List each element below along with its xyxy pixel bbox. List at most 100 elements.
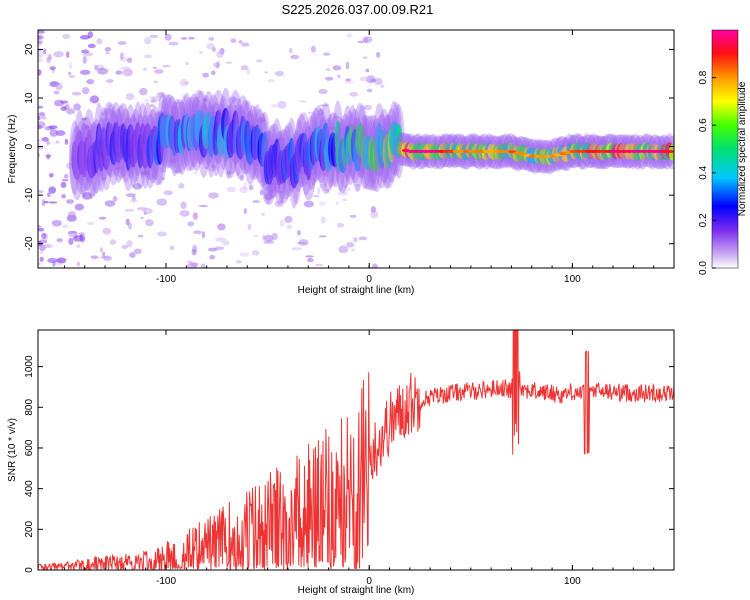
noise-blob bbox=[161, 177, 166, 181]
noise-blob bbox=[265, 185, 276, 192]
noise-blob bbox=[51, 219, 62, 227]
noise-blob bbox=[66, 108, 76, 115]
noise-blob bbox=[76, 244, 81, 248]
noise-blob bbox=[342, 198, 347, 202]
noise-blob bbox=[87, 221, 95, 226]
noise-blob bbox=[38, 115, 41, 121]
noise-blob bbox=[61, 179, 69, 182]
noise-blob bbox=[87, 43, 96, 49]
noise-blob bbox=[264, 71, 268, 74]
noise-blob bbox=[320, 216, 326, 224]
noise-blob bbox=[64, 138, 69, 145]
noise-blob bbox=[79, 35, 91, 40]
noise-blob bbox=[246, 68, 251, 75]
noise-blob bbox=[46, 154, 50, 160]
colorbar-tick-label: 0.6 bbox=[698, 118, 709, 132]
noise-blob bbox=[80, 49, 90, 54]
noise-blob bbox=[256, 117, 266, 123]
noise-blob bbox=[102, 251, 106, 257]
colorbar-tick-label: 0.8 bbox=[698, 70, 709, 84]
noise-blob bbox=[370, 78, 377, 83]
noise-blob bbox=[230, 96, 237, 102]
noise-blob bbox=[213, 62, 221, 68]
noise-blob bbox=[76, 261, 81, 267]
noise-blob bbox=[61, 194, 66, 199]
noise-blob bbox=[169, 245, 175, 251]
noise-blob bbox=[103, 255, 112, 262]
noise-blob bbox=[79, 69, 91, 75]
noise-blob bbox=[370, 210, 379, 219]
noise-blob bbox=[38, 239, 48, 244]
noise-blob bbox=[78, 232, 86, 235]
noise-blob bbox=[365, 68, 370, 73]
noise-blob bbox=[262, 234, 266, 241]
noise-blob bbox=[290, 54, 300, 60]
noise-blob bbox=[230, 38, 237, 43]
noise-blob bbox=[41, 137, 49, 142]
noise-blob bbox=[111, 114, 121, 118]
y-tick-label: 20 bbox=[24, 43, 35, 55]
noise-blob bbox=[284, 215, 293, 224]
noise-blob bbox=[42, 244, 53, 249]
noise-blob bbox=[49, 129, 59, 137]
noise-blob bbox=[267, 79, 275, 83]
noise-blob bbox=[46, 56, 52, 64]
colorbar-tick-label: 0.0 bbox=[698, 261, 709, 275]
noise-blob bbox=[60, 181, 67, 189]
noise-blob bbox=[38, 190, 44, 194]
noise-blob bbox=[312, 195, 320, 198]
noise-blob bbox=[89, 95, 100, 104]
noise-blob bbox=[239, 252, 250, 257]
noise-blob bbox=[48, 172, 54, 178]
noise-blob bbox=[38, 139, 41, 143]
noise-blob bbox=[202, 72, 210, 78]
noise-blob bbox=[41, 232, 47, 240]
noise-blob bbox=[374, 77, 383, 86]
noise-blob bbox=[263, 240, 275, 245]
x-tick-label: -100 bbox=[156, 274, 176, 285]
figure-title: S225.2026.037.00.09.R21 bbox=[281, 2, 434, 17]
noise-blob bbox=[270, 104, 278, 108]
noise-blob bbox=[209, 254, 216, 260]
noise-blob bbox=[332, 65, 342, 71]
noise-blob bbox=[96, 38, 103, 45]
noise-blob bbox=[38, 147, 44, 150]
noise-blob bbox=[307, 111, 313, 115]
noise-blob bbox=[104, 47, 112, 52]
noise-blob bbox=[233, 104, 237, 108]
noise-blob bbox=[335, 201, 339, 206]
noise-blob bbox=[362, 56, 368, 59]
noise-blob bbox=[318, 108, 324, 116]
noise-blob bbox=[55, 140, 60, 144]
noise-blob bbox=[112, 196, 118, 202]
noise-blob bbox=[211, 70, 216, 76]
noise-blob bbox=[156, 198, 168, 206]
noise-blob bbox=[279, 219, 285, 227]
noise-blob bbox=[192, 212, 198, 220]
noise-blob bbox=[188, 36, 195, 40]
noise-blob bbox=[47, 257, 58, 264]
y-tick-label: 800 bbox=[24, 399, 35, 416]
noise-blob bbox=[243, 182, 247, 191]
noise-blob bbox=[307, 257, 314, 263]
noise-blob bbox=[349, 91, 359, 97]
y-tick-label: 200 bbox=[24, 521, 35, 538]
noise-blob bbox=[193, 171, 198, 175]
noise-blob bbox=[163, 190, 173, 196]
noise-blob bbox=[172, 169, 183, 174]
noise-blob bbox=[277, 137, 285, 142]
noise-blob bbox=[222, 240, 230, 246]
noise-blob bbox=[120, 66, 131, 70]
noise-blob bbox=[81, 192, 93, 200]
noise-blob bbox=[66, 162, 73, 169]
noise-blob bbox=[241, 42, 250, 47]
noise-blob bbox=[319, 104, 330, 107]
noise-blob bbox=[276, 190, 284, 194]
noise-blob bbox=[341, 186, 352, 192]
noise-blob bbox=[41, 116, 47, 120]
ridge-core bbox=[665, 149, 674, 154]
noise-blob bbox=[366, 88, 373, 93]
colorbar-gradient bbox=[711, 29, 739, 269]
noise-blob bbox=[304, 255, 314, 258]
